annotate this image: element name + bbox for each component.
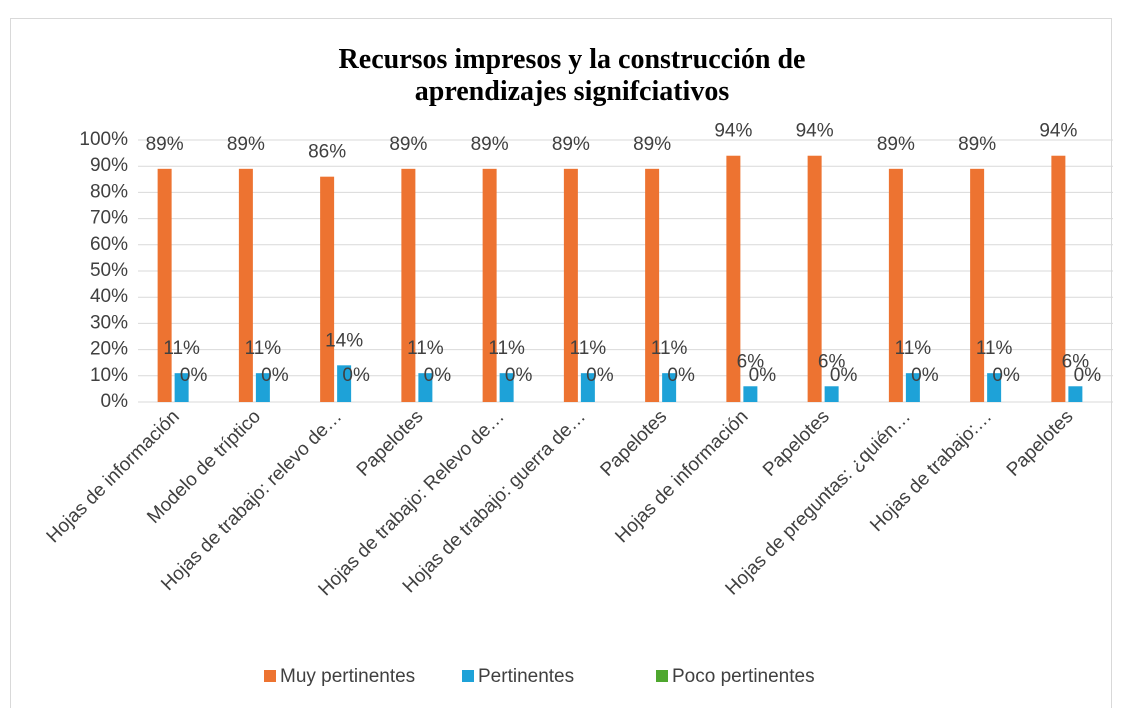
chart-border [10, 18, 1112, 708]
data-label: 6% [1062, 351, 1090, 372]
bar [418, 373, 433, 402]
bar [824, 386, 839, 402]
bar [157, 168, 172, 402]
bar [662, 373, 677, 402]
bar [320, 176, 335, 402]
data-label: 0% [586, 365, 614, 386]
bar [174, 373, 189, 402]
data-label: 89% [146, 134, 184, 155]
data-label: 94% [1039, 121, 1077, 142]
data-label: 11% [976, 338, 1013, 359]
data-label: 6% [818, 351, 846, 372]
data-label: 0% [180, 365, 208, 386]
bar [563, 168, 578, 402]
data-label: 89% [471, 134, 509, 155]
y-tick-label: 40% [90, 286, 128, 307]
data-label: 89% [877, 134, 915, 155]
data-label: 89% [389, 134, 427, 155]
data-label: 11% [407, 338, 444, 359]
bar [905, 373, 920, 402]
bar [401, 168, 416, 402]
data-label: 89% [552, 134, 590, 155]
bar [238, 168, 253, 402]
y-tick-label: 100% [79, 129, 128, 150]
legend-swatch [264, 670, 276, 682]
bar [970, 168, 985, 402]
data-label: 0% [830, 365, 858, 386]
data-label: 0% [911, 365, 939, 386]
y-tick-label: 70% [90, 208, 128, 229]
x-tick-label: Papelotes [1003, 406, 1078, 481]
legend-swatch [462, 670, 474, 682]
x-tick-label: Hojas de información [43, 406, 184, 547]
bar [987, 373, 1002, 402]
y-tick-label: 60% [90, 234, 128, 255]
data-label: 0% [1074, 365, 1102, 386]
data-label: 0% [749, 365, 777, 386]
data-label: 94% [796, 121, 834, 142]
bar [499, 373, 514, 402]
data-label: 11% [651, 338, 688, 359]
chart-title: Recursos impresos y la construcción de ap… [339, 44, 806, 107]
x-tick-label: Papelotes [597, 406, 672, 481]
data-label: 0% [424, 365, 452, 386]
bar [580, 373, 595, 402]
y-tick-label: 0% [101, 391, 129, 412]
legend-swatch [656, 670, 668, 682]
data-label: 11% [163, 338, 200, 359]
x-tick-label: Papelotes [353, 406, 428, 481]
bar [255, 373, 270, 402]
y-tick-label: 50% [90, 260, 128, 281]
data-label: 11% [570, 338, 607, 359]
bar [743, 386, 758, 402]
data-label: 11% [895, 338, 932, 359]
data-label: 94% [714, 121, 752, 142]
bar [1051, 155, 1066, 402]
bar [645, 168, 660, 402]
data-label: 0% [992, 365, 1020, 386]
data-label: 11% [245, 338, 282, 359]
bar [1068, 386, 1083, 402]
x-tick-label: Papelotes [759, 406, 834, 481]
legend-label: Pertinentes [478, 666, 574, 687]
data-label: 89% [958, 134, 996, 155]
data-label: 89% [633, 134, 671, 155]
legend-label: Muy pertinentes [280, 666, 415, 687]
y-tick-label: 80% [90, 181, 128, 202]
data-label: 14% [325, 330, 363, 351]
bar [807, 155, 822, 402]
y-tick-label: 90% [90, 155, 128, 176]
legend-label: Poco pertinentes [672, 666, 815, 687]
x-tick-label: Hojas de trabajo: relevo de… [157, 406, 346, 595]
bar [888, 168, 903, 402]
x-tick-label: Hojas de información [611, 406, 752, 547]
data-label: 0% [261, 365, 289, 386]
data-label: 0% [342, 365, 370, 386]
bar [726, 155, 741, 402]
bar [337, 365, 352, 402]
data-label: 86% [308, 142, 346, 163]
y-tick-label: 10% [90, 365, 128, 386]
bar [482, 168, 497, 402]
y-tick-label: 30% [90, 312, 128, 333]
data-label: 89% [227, 134, 265, 155]
data-label: 11% [488, 338, 525, 359]
data-label: 0% [505, 365, 533, 386]
data-label: 0% [667, 365, 695, 386]
data-label: 6% [737, 351, 765, 372]
y-tick-label: 20% [90, 339, 128, 360]
